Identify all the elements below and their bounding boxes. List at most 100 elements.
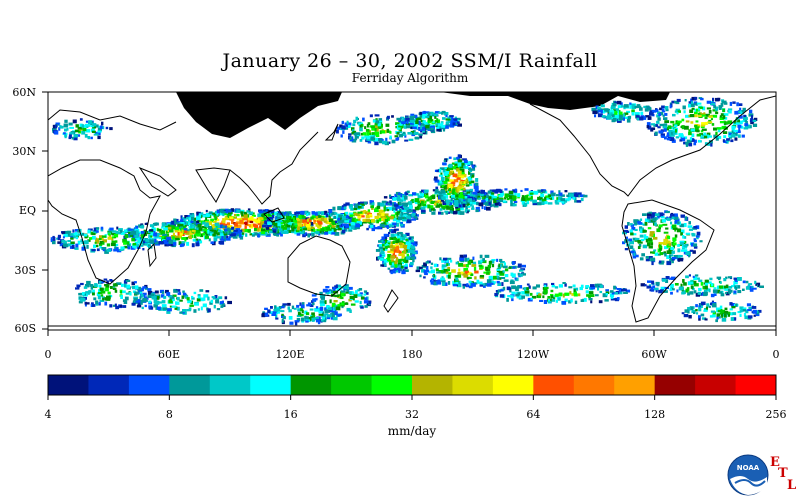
rain-pixel — [685, 114, 690, 118]
rain-pixel — [642, 244, 648, 249]
rain-pixel — [680, 255, 683, 258]
rain-pixel — [100, 290, 106, 294]
rain-pixel — [341, 305, 344, 309]
lon-label-0: 0 — [44, 348, 52, 361]
rain-pixel — [345, 302, 348, 305]
rain-pixel — [733, 281, 738, 285]
rain-pixel — [721, 100, 727, 104]
rain-pixel — [704, 318, 708, 321]
rain-pixel — [386, 209, 390, 212]
rain-pixel — [314, 308, 319, 312]
rain-pixel — [597, 286, 600, 291]
rain-pixel — [131, 281, 135, 286]
rain-pixel — [345, 202, 350, 206]
rain-pixel — [115, 305, 119, 310]
rain-pixel — [395, 239, 399, 242]
rain-pixel — [445, 114, 448, 118]
rain-pixel — [685, 232, 691, 235]
rain-pixel — [376, 128, 379, 132]
rain-pixel — [67, 230, 72, 234]
rain-pixel — [87, 136, 91, 140]
rain-pixel — [726, 139, 730, 142]
rain-pixel — [682, 137, 686, 142]
rain-pixel — [670, 283, 674, 288]
rain-pixel — [510, 202, 513, 206]
rain-pixel — [446, 174, 450, 177]
rain-pixel — [434, 189, 439, 193]
rain-pixel — [408, 216, 411, 220]
rain-pixel — [693, 311, 696, 314]
rain-pixel — [672, 129, 677, 132]
rain-pixel — [419, 114, 423, 118]
rain-pixel — [273, 225, 277, 228]
rain-pixel — [700, 136, 705, 139]
rain-pixel — [63, 233, 68, 238]
rain-pixel — [541, 201, 545, 205]
rain-pixel — [156, 232, 161, 236]
rain-pixel — [662, 114, 665, 117]
rain-pixel — [643, 105, 647, 109]
rain-pixel — [550, 196, 553, 200]
rain-pixel — [698, 305, 701, 308]
rain-pixel — [406, 120, 409, 125]
rain-pixel — [639, 257, 644, 261]
rain-pixel — [302, 228, 307, 231]
rain-pixel — [412, 243, 418, 247]
rain-pixel — [216, 232, 222, 236]
rain-pixel — [125, 279, 131, 282]
colorbar-swatch-8 — [371, 375, 413, 395]
rain-pixel — [280, 222, 283, 225]
rain-pixel — [413, 215, 418, 220]
rain-pixel — [610, 112, 613, 117]
rain-pixel — [317, 220, 322, 223]
rain-pixel — [433, 279, 436, 284]
rain-pixel — [54, 130, 59, 135]
rain-pixel — [337, 206, 342, 211]
rain-pixel — [672, 113, 676, 117]
rain-pixel — [524, 188, 529, 191]
rain-pixel — [404, 269, 409, 272]
rain-pixel — [396, 117, 402, 121]
rain-pixel — [91, 232, 96, 236]
rain-pixel — [275, 308, 281, 312]
rain-pixel — [153, 231, 156, 235]
rain-pixel — [727, 120, 733, 124]
rain-pixel — [401, 209, 407, 213]
rain-pixel — [472, 261, 477, 265]
rain-pixel — [100, 287, 104, 291]
lat-label-eq: EQ — [18, 204, 36, 217]
rain-pixel — [424, 115, 430, 118]
rain-pixel — [165, 229, 169, 234]
rain-pixel — [665, 240, 671, 244]
rain-pixel — [748, 283, 753, 286]
rain-pixel — [450, 180, 456, 185]
rain-pixel — [664, 113, 668, 116]
rain-pixel — [321, 311, 325, 315]
rain-pixel — [389, 135, 392, 140]
rain-pixel — [467, 205, 471, 208]
rain-pixel — [186, 241, 190, 246]
rain-pixel — [288, 309, 292, 313]
rain-pixel — [695, 304, 698, 308]
rain-pixel — [396, 132, 400, 135]
rain-pixel — [249, 225, 254, 229]
rain-pixel — [630, 223, 633, 226]
rain-pixel — [393, 238, 398, 241]
rain-pixel — [457, 272, 462, 276]
rain-pixel — [356, 204, 360, 209]
rain-pixel — [409, 119, 412, 123]
rain-pixel — [697, 102, 702, 105]
rain-pixel — [658, 224, 663, 228]
rain-pixel — [385, 137, 388, 142]
rain-pixel — [400, 233, 404, 237]
rain-pixel — [400, 258, 405, 261]
rain-pixel — [147, 295, 151, 298]
rain-pixel — [706, 132, 711, 136]
rain-pixel — [331, 212, 334, 216]
rain-pixel — [85, 302, 90, 305]
rain-pixel — [381, 236, 385, 241]
rain-pixel — [283, 222, 286, 227]
rain-pixel — [444, 167, 447, 170]
rain-pixel — [737, 311, 742, 314]
